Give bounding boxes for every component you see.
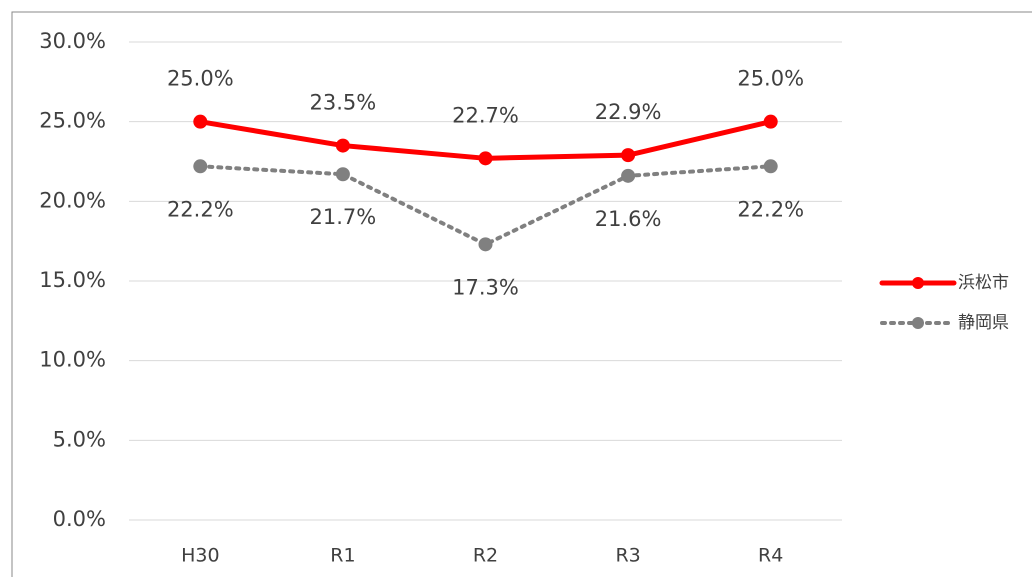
- legend-marker: [912, 317, 924, 329]
- data-point: [335, 138, 350, 153]
- data-label: 25.0%: [737, 67, 804, 91]
- data-label: 22.2%: [737, 197, 804, 221]
- legend-marker: [912, 277, 924, 289]
- data-point: [478, 151, 493, 166]
- data-point: [478, 237, 493, 252]
- data-point: [621, 168, 636, 183]
- data-label: 17.3%: [452, 275, 519, 299]
- data-point: [193, 114, 208, 129]
- data-point: [193, 159, 208, 174]
- data-point: [763, 159, 778, 174]
- data-point: [621, 148, 636, 163]
- data-label: 22.9%: [595, 100, 662, 124]
- x-tick-label: R4: [758, 545, 783, 567]
- data-label: 22.2%: [167, 197, 234, 221]
- x-tick-label: R1: [330, 545, 355, 567]
- legend-label: 浜松市: [958, 273, 1009, 293]
- x-tick-label: H30: [181, 545, 219, 567]
- y-tick-label: 5.0%: [53, 427, 106, 451]
- y-tick-label: 20.0%: [39, 188, 106, 212]
- series-line: [198, 164, 773, 247]
- data-label: 23.5%: [310, 91, 377, 115]
- y-tick-label: 15.0%: [39, 268, 106, 292]
- data-label: 22.7%: [452, 103, 519, 127]
- data-point: [335, 167, 350, 182]
- data-label: 25.0%: [167, 67, 234, 91]
- data-label: 21.7%: [310, 205, 377, 229]
- x-tick-label: R3: [615, 545, 640, 567]
- chart-frame: [11, 11, 1032, 577]
- x-tick-label: R2: [473, 545, 498, 567]
- y-tick-label: 25.0%: [39, 109, 106, 133]
- legend-label: 静岡県: [958, 313, 1009, 333]
- y-tick-label: 30.0%: [39, 29, 106, 53]
- data-label: 21.6%: [595, 207, 662, 231]
- y-tick-label: 10.0%: [39, 348, 106, 372]
- y-tick-label: 0.0%: [53, 507, 106, 531]
- data-point: [763, 114, 778, 129]
